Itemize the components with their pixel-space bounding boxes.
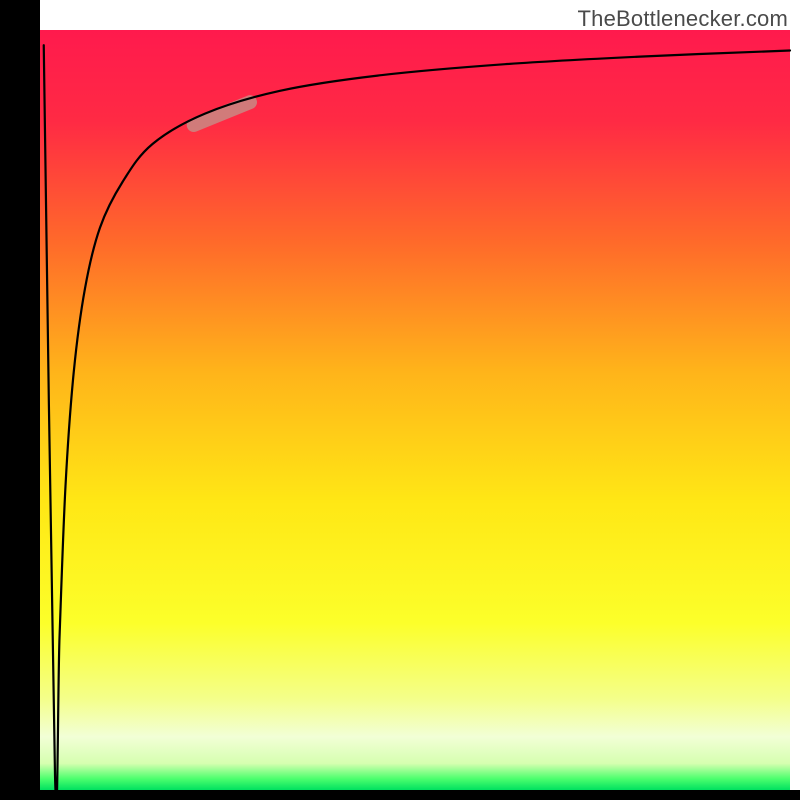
y-axis-band — [0, 0, 40, 790]
x-axis-band — [0, 790, 800, 800]
chart-container: TheBottlenecker.com — [0, 0, 800, 800]
watermark-text: TheBottlenecker.com — [578, 6, 788, 32]
chart-svg — [0, 0, 800, 800]
